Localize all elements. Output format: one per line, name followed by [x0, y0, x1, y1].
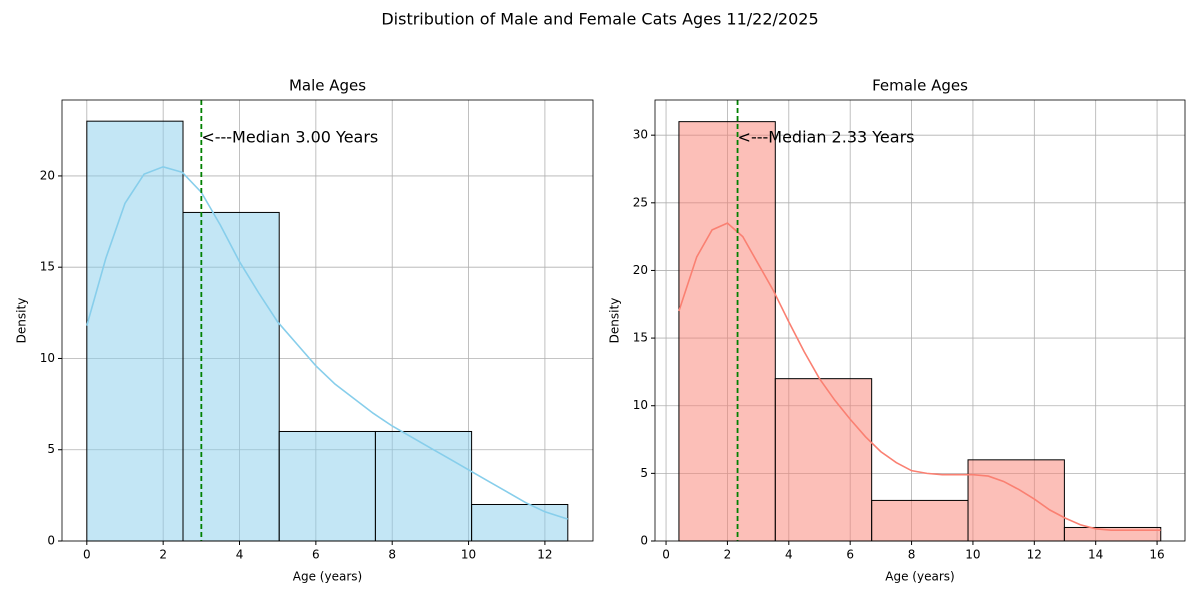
- y-tick-label: 20: [40, 168, 55, 182]
- y-axis-label: Density: [15, 298, 29, 344]
- kde-line: [86, 165, 569, 520]
- y-tick-label: 30: [633, 128, 648, 142]
- bar: [182, 211, 280, 542]
- x-tick-label: 10: [461, 548, 476, 562]
- bar: [678, 121, 776, 542]
- x-tick-label: 12: [1027, 548, 1042, 562]
- axes-frame: [654, 99, 1186, 542]
- y-tick-label: 10: [633, 398, 648, 412]
- x-tick-label: 12: [537, 548, 552, 562]
- bar: [278, 430, 376, 542]
- x-tick-label: 0: [662, 548, 670, 562]
- y-tick-label: 15: [633, 331, 648, 345]
- x-tick-label: 8: [388, 548, 396, 562]
- x-tick-label: 8: [908, 548, 916, 562]
- figure-title: Distribution of Male and Female Cats Age…: [381, 10, 818, 29]
- x-tick-label: 14: [1088, 548, 1103, 562]
- y-axis-label: Density: [608, 298, 622, 344]
- median-annotation: <---Median 3.00 Years: [201, 128, 378, 147]
- axes-frame: [61, 99, 594, 542]
- x-tick-label: 6: [312, 548, 320, 562]
- y-tick-label: 5: [640, 466, 648, 480]
- x-tick-label: 16: [1149, 548, 1164, 562]
- kde-line: [678, 222, 1161, 531]
- bar: [774, 378, 873, 542]
- bar: [871, 499, 969, 542]
- x-tick-label: 6: [846, 548, 854, 562]
- axes-title: Male Ages: [289, 77, 366, 95]
- x-tick-label: 4: [785, 548, 793, 562]
- x-tick-label: 2: [724, 548, 732, 562]
- y-tick-label: 15: [40, 260, 55, 274]
- bar: [86, 120, 184, 542]
- y-tick-label: 10: [40, 351, 55, 365]
- bar: [471, 503, 569, 542]
- x-tick-label: 2: [159, 548, 167, 562]
- bar: [374, 430, 473, 542]
- y-tick-label: 20: [633, 263, 648, 277]
- x-tick-label: 4: [236, 548, 244, 562]
- y-tick-label: 0: [47, 534, 55, 548]
- y-tick-label: 5: [47, 442, 55, 456]
- bar: [967, 459, 1065, 542]
- median-annotation: <---Median 2.33 Years: [738, 128, 915, 147]
- x-tick-label: 0: [83, 548, 91, 562]
- y-tick-label: 25: [633, 195, 648, 209]
- x-tick-label: 10: [965, 548, 980, 562]
- x-axis-label: Age (years): [293, 570, 362, 584]
- y-tick-label: 0: [640, 534, 648, 548]
- x-axis-label: Age (years): [885, 570, 954, 584]
- axes-title: Female Ages: [872, 77, 968, 95]
